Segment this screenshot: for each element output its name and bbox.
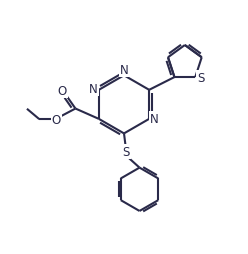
Text: O: O (52, 114, 61, 127)
Text: N: N (120, 64, 128, 77)
Text: S: S (197, 71, 204, 84)
Text: N: N (89, 83, 98, 96)
Text: N: N (150, 113, 159, 126)
Text: O: O (58, 85, 67, 98)
Text: S: S (122, 145, 130, 158)
